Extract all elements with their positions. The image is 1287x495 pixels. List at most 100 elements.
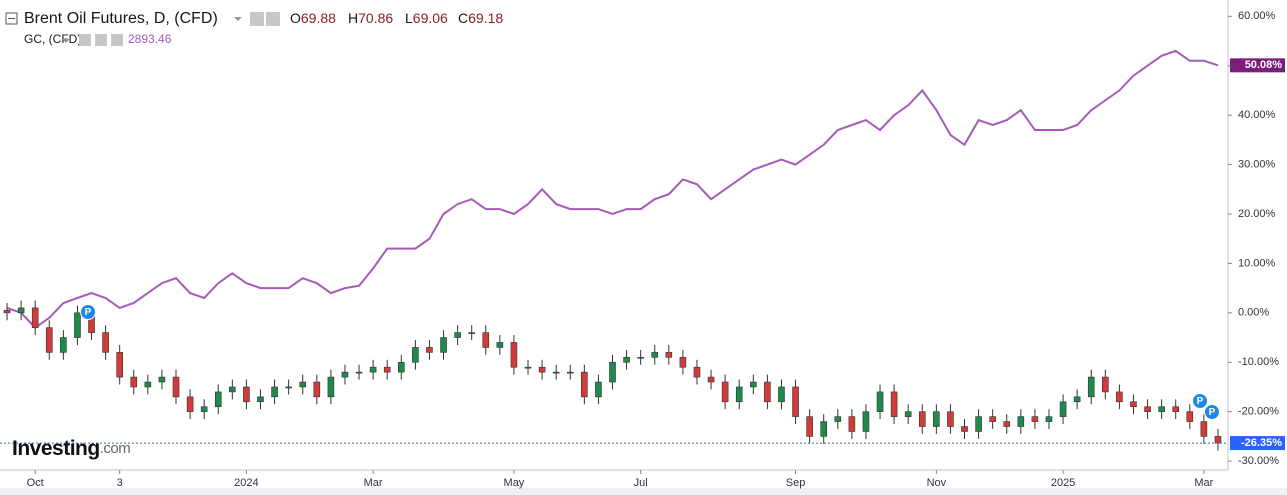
candle-body: [31, 307, 39, 328]
ohlc-key: C: [458, 10, 468, 26]
candle-body: [144, 381, 152, 388]
candle-body: [1087, 376, 1095, 398]
settings-icon[interactable]: [266, 12, 280, 26]
candle-body: [651, 352, 659, 358]
y-tick-label: 10.00%: [1238, 257, 1276, 269]
compare-series-price: 2893.46: [128, 32, 172, 46]
candle-body: [355, 371, 363, 374]
last-price-badge: [1230, 436, 1285, 451]
candle-body: [257, 396, 264, 403]
ohlc-key: H: [348, 10, 358, 26]
ohlc-item: L69.06: [405, 10, 448, 26]
event-marker-label: P: [1197, 396, 1204, 407]
candle-body: [426, 347, 433, 353]
visibility-icon[interactable]: [250, 12, 264, 26]
candle-body: [735, 386, 743, 403]
bottom-strip: [0, 488, 1287, 495]
candle-body: [764, 381, 771, 403]
ohlc-item: H70.86: [348, 10, 393, 26]
candle-body: [989, 416, 996, 422]
candle-body: [17, 307, 25, 314]
compare-line: [6, 49, 1219, 330]
candle-body: [397, 361, 405, 373]
x-tick-label: 2024: [234, 477, 258, 489]
candle-body: [665, 352, 673, 358]
candle-body: [904, 411, 912, 417]
watermark-suffix: .com: [100, 440, 131, 457]
candle-body: [876, 391, 884, 412]
ohlc-value: 70.86: [358, 10, 393, 26]
candle-body: [862, 411, 870, 432]
candle-body: [975, 416, 982, 432]
compare-series-name: GC, (CFD): [24, 32, 81, 46]
watermark-main: Investing: [12, 437, 100, 460]
candle-body: [116, 352, 123, 378]
ohlc-item: C69.18: [458, 10, 503, 26]
settings-icon[interactable]: [95, 34, 107, 46]
candle-body: [482, 332, 490, 348]
candle-body: [890, 391, 898, 417]
candle-body: [1031, 416, 1039, 422]
event-marker[interactable]: [1192, 393, 1208, 409]
candle-body: [848, 416, 856, 432]
candle-body: [538, 366, 546, 373]
ohlc-value: 69.18: [468, 10, 503, 26]
visibility-icon[interactable]: [79, 34, 91, 46]
dropdown-arrow[interactable]: [234, 17, 242, 21]
candle-body: [454, 332, 461, 338]
collapse-icon[interactable]: [5, 12, 18, 25]
candle-body: [45, 327, 53, 353]
x-tick-label: Oct: [27, 477, 44, 489]
ohlc-key: O: [290, 10, 301, 26]
candle-body: [707, 376, 715, 383]
event-marker[interactable]: [80, 304, 96, 320]
candle-body: [172, 376, 180, 398]
y-tick-label: -10.00%: [1238, 356, 1279, 368]
candle-body: [750, 381, 757, 388]
last-value-badge: [1230, 58, 1285, 73]
candle-body: [229, 386, 236, 393]
watermark-name: Investing.com: [12, 437, 130, 460]
ohlc-value: 69.06: [413, 10, 448, 26]
ohlc-value: 69.88: [301, 10, 336, 26]
candle-body: [609, 361, 616, 383]
event-marker[interactable]: [1204, 404, 1220, 420]
dropdown-arrow[interactable]: [62, 39, 70, 43]
candle-body: [820, 421, 828, 437]
candle-body: [778, 386, 785, 403]
candle-body: [412, 347, 419, 363]
x-tick-label: Mar: [1194, 477, 1213, 489]
candle-body: [1158, 406, 1165, 412]
candle-body: [440, 337, 447, 353]
x-tick-label: Nov: [927, 477, 947, 489]
candle-body: [60, 337, 67, 353]
y-tick-label: 40.00%: [1238, 109, 1276, 121]
candle-body: [313, 381, 321, 398]
candle-body: [623, 357, 630, 363]
candle-body: [158, 376, 166, 383]
y-tick-label: 20.00%: [1238, 208, 1276, 220]
y-tick-label: -20.00%: [1238, 406, 1279, 418]
candle-body: [1116, 391, 1123, 403]
ohlc-item: O69.88: [290, 10, 336, 26]
candle-body: [3, 310, 11, 314]
candle-body: [806, 416, 813, 437]
candle-body: [918, 411, 926, 427]
y-tick-label: 0.00%: [1238, 307, 1269, 319]
candle-body: [383, 366, 391, 373]
candle-body: [74, 312, 81, 338]
remove-icon[interactable]: [111, 34, 123, 46]
candle-body: [693, 366, 701, 378]
event-marker-label: P: [1209, 407, 1216, 418]
event-marker-label: P: [85, 307, 92, 318]
candle-body: [285, 386, 292, 389]
x-tick-label: 3: [117, 477, 123, 489]
last-value-label: 50.08%: [1245, 59, 1283, 71]
candle-body: [341, 371, 349, 378]
candle-body: [214, 391, 222, 408]
candle-body: [1214, 436, 1222, 444]
